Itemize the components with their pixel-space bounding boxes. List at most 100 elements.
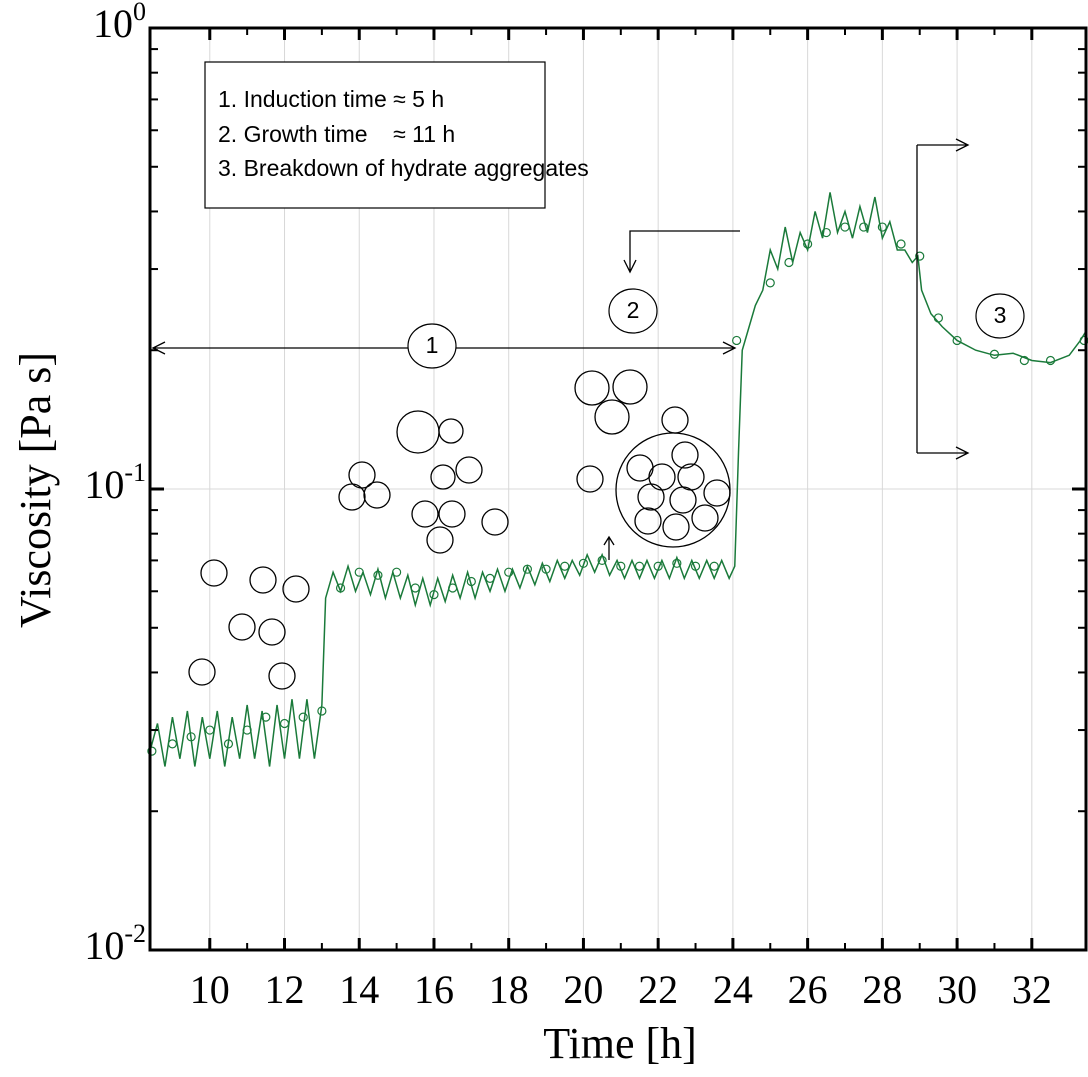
series — [147, 192, 1088, 767]
x-tick-label: 14 — [339, 967, 379, 1012]
bubble — [574, 370, 610, 406]
data-point — [765, 278, 775, 288]
stage-circle — [975, 293, 1025, 339]
bubble — [612, 369, 648, 405]
bubble — [338, 483, 366, 511]
data-point — [653, 561, 663, 571]
annotation-text: 3. Breakdown of hydrate aggregates — [218, 155, 589, 181]
data-point — [732, 335, 742, 346]
stage-circle — [608, 288, 658, 334]
bubble — [282, 575, 310, 603]
bubble — [430, 464, 456, 490]
x-tick-label: 20 — [563, 967, 603, 1012]
bubble — [258, 618, 286, 646]
annotation-box — [204, 61, 546, 209]
x-tick-label: 12 — [265, 967, 305, 1012]
annotation-text: 1. Induction time ≈ 5 h — [218, 86, 444, 112]
data-point — [1045, 355, 1056, 366]
x-tick-label: 32 — [1012, 967, 1052, 1012]
bubble — [703, 479, 731, 507]
bubble — [662, 513, 690, 541]
data-point — [896, 239, 906, 249]
bubble — [648, 463, 676, 491]
data-point — [821, 227, 831, 238]
stage-label: 3 — [994, 302, 1007, 328]
x-tick-label: 24 — [713, 967, 753, 1012]
y-tick-label: 10-2 — [84, 919, 146, 968]
data-point — [429, 590, 439, 600]
data-point — [147, 746, 157, 756]
bubbles — [188, 369, 731, 690]
arrow — [623, 230, 740, 274]
data-point — [335, 583, 346, 593]
data-point — [560, 561, 570, 571]
stage-label: 1 — [426, 332, 439, 358]
data-point — [317, 706, 327, 716]
bubble — [481, 508, 509, 536]
data-point — [1019, 355, 1029, 366]
x-axis-label: Time [h] — [543, 1019, 697, 1068]
arrow — [603, 535, 615, 560]
bubble — [634, 507, 662, 535]
data-point — [298, 712, 308, 722]
data-point — [915, 251, 925, 261]
data-point — [859, 222, 869, 232]
bubble — [576, 465, 604, 493]
data-point — [485, 573, 495, 583]
bubble — [396, 410, 440, 454]
data-line — [149, 192, 1087, 767]
annotation-text: 2. Growth time ≈ 11 h — [218, 121, 455, 147]
data-point — [709, 561, 719, 571]
data-point — [803, 239, 813, 249]
data-point — [261, 712, 271, 722]
data-point — [373, 570, 383, 580]
bubble — [426, 526, 454, 554]
stage-label: 2 — [627, 297, 640, 323]
data-point — [672, 558, 682, 568]
data-point — [466, 576, 476, 587]
data-point — [522, 564, 532, 574]
data-point — [242, 725, 252, 735]
bubble — [200, 559, 228, 587]
data-point — [634, 561, 645, 571]
bubble — [455, 456, 483, 484]
bubble — [363, 481, 391, 509]
data-point — [448, 583, 458, 593]
bubble — [594, 399, 630, 435]
annotations: 1. Induction time ≈ 5 h 2. Growth time ≈… — [151, 61, 1025, 460]
y-tick-label: 100 — [93, 0, 146, 46]
data-point — [877, 222, 887, 232]
bubble — [671, 441, 699, 469]
x-tick-label: 30 — [937, 967, 977, 1012]
data-point — [597, 555, 607, 566]
y-tick-label: 10-1 — [84, 458, 146, 507]
data-point — [354, 567, 364, 577]
bubble — [669, 486, 697, 514]
data-point — [784, 257, 794, 268]
data-point — [578, 558, 589, 568]
x-tick-label: 18 — [489, 967, 529, 1012]
plot-frame — [148, 26, 1088, 952]
data-point — [1079, 335, 1088, 346]
bubble — [411, 500, 439, 528]
data-point — [205, 725, 215, 735]
data-point — [186, 732, 196, 742]
x-tick-label: 16 — [414, 967, 454, 1012]
data-point — [167, 739, 178, 749]
data-point — [952, 335, 962, 346]
x-tick-label: 10 — [190, 967, 230, 1012]
data-point — [933, 313, 944, 323]
bubble — [637, 483, 665, 511]
stage-circle — [407, 323, 457, 369]
bubble — [438, 418, 464, 444]
x-tick-label: 28 — [862, 967, 902, 1012]
data-point — [504, 567, 514, 577]
arrow — [151, 341, 737, 355]
x-tick-label: 22 — [638, 967, 678, 1012]
bubble — [249, 566, 277, 594]
bubble — [661, 406, 689, 434]
arrow — [916, 138, 970, 460]
data-point — [840, 222, 850, 232]
